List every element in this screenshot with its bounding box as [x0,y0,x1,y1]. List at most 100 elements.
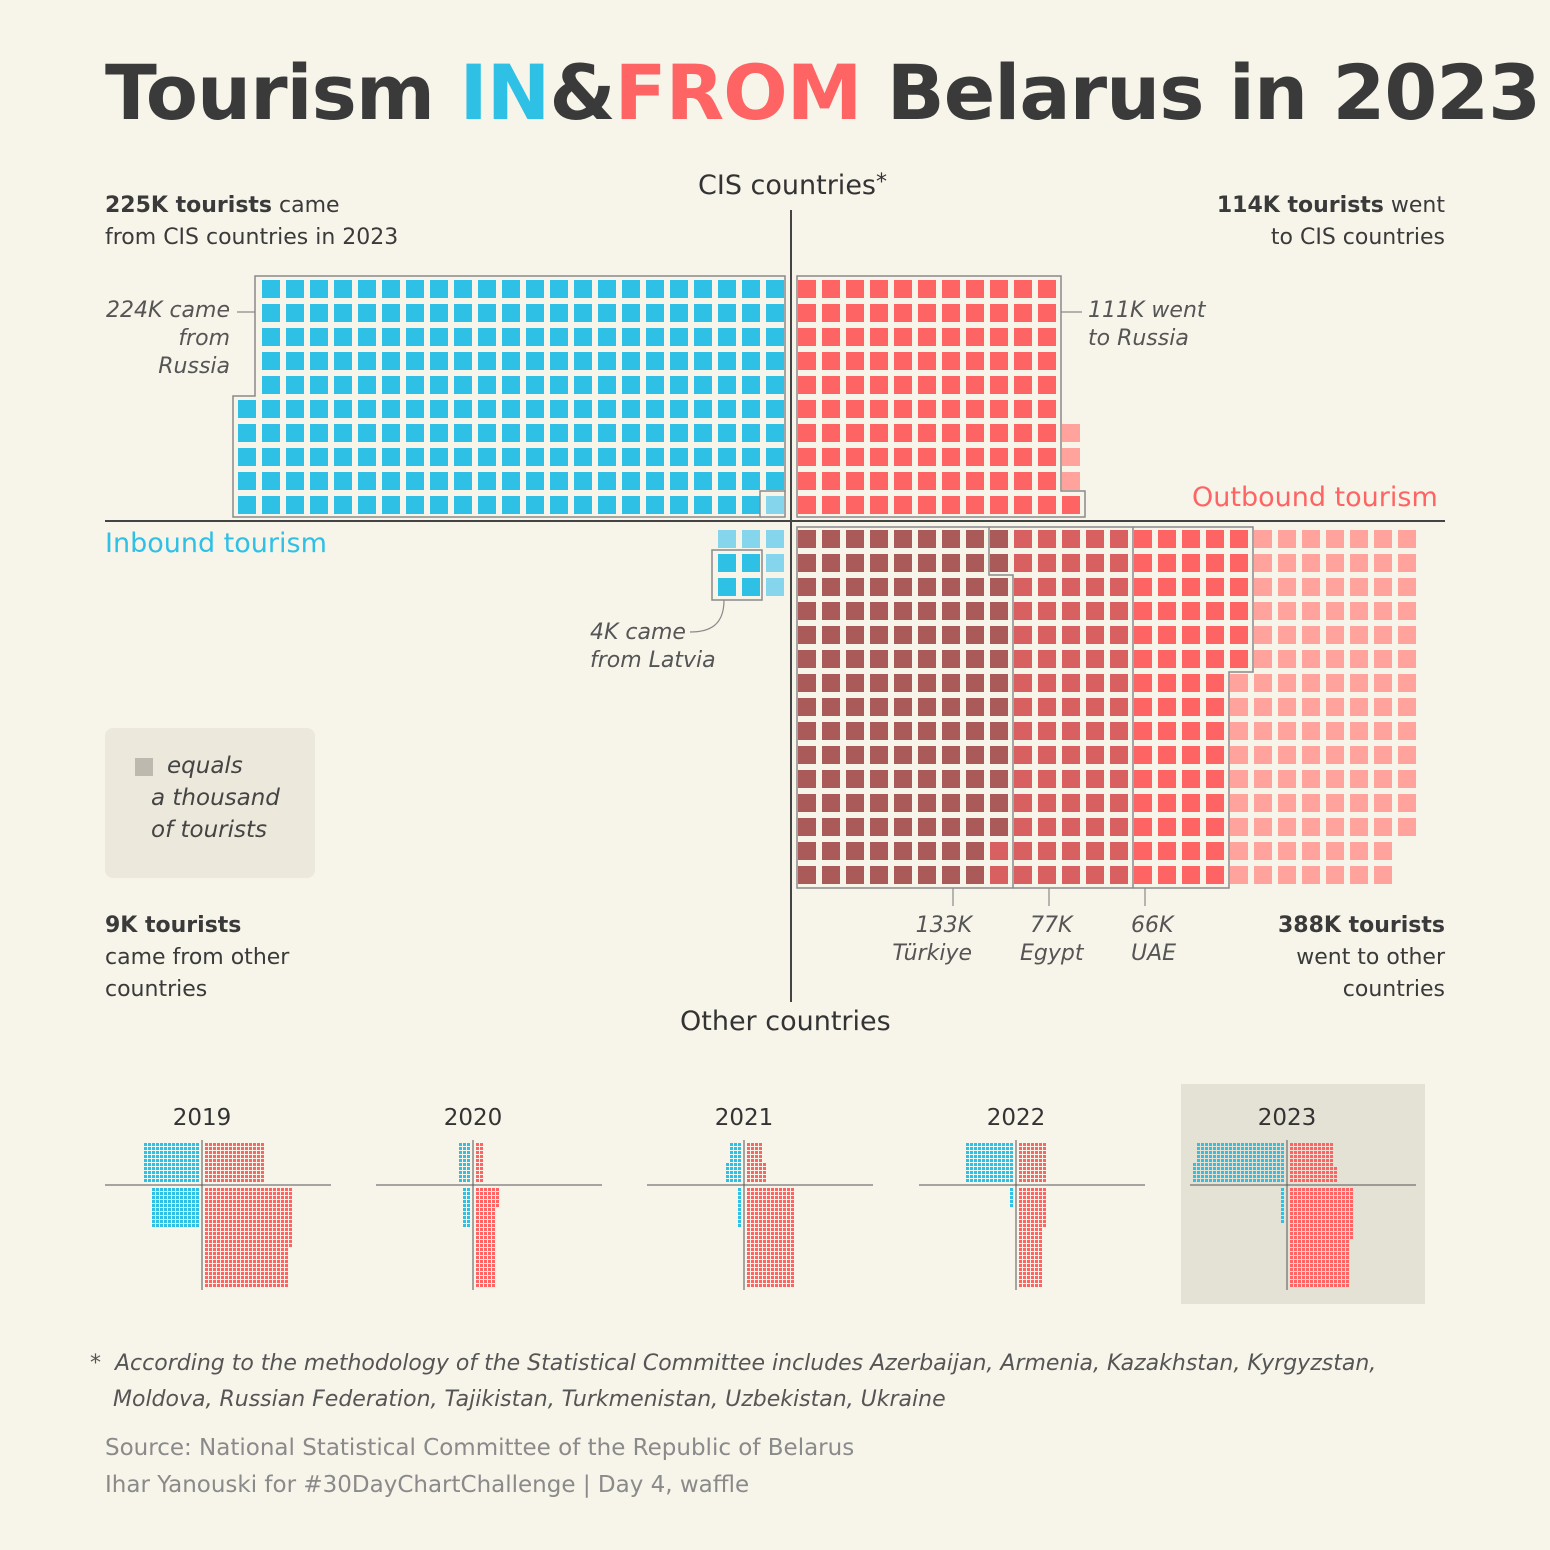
sm-outbound-other-square [1290,1232,1293,1235]
sm-outbound-other-square [245,1204,248,1207]
sm-outbound-other-square [229,1264,232,1267]
sm-outbound-cis-square [261,1163,264,1166]
inbound-cis-square [742,448,760,466]
sm-outbound-other-square [779,1192,782,1195]
inbound-cis-square [670,424,688,442]
sm-outbound-other-square [759,1260,762,1263]
outbound-other-square [1350,602,1368,620]
sm-outbound-other-square [257,1276,260,1279]
sm-outbound-cis-square [1298,1143,1301,1146]
sm-outbound-other-square [492,1248,495,1251]
sm-outbound-other-square [213,1212,216,1215]
sm-outbound-other-square [763,1248,766,1251]
sm-outbound-other-square [767,1228,770,1231]
sm-outbound-other-square [484,1268,487,1271]
sm-inbound-cis-square [734,1167,737,1170]
sm-outbound-other-square [1318,1248,1321,1251]
sm-outbound-other-square [1023,1272,1026,1275]
sm-inbound-cis-square [994,1179,997,1182]
sm-inbound-cis-square [1241,1147,1244,1150]
sm-inbound-cis-square [978,1151,981,1154]
sm-outbound-other-square [783,1212,786,1215]
sm-outbound-cis-square [249,1171,252,1174]
outbound-other-square [1158,554,1176,572]
sm-outbound-other-square [1019,1284,1022,1287]
inbound-cis-square [382,280,400,298]
sm-outbound-other-square [1023,1192,1026,1195]
sm-outbound-other-square [747,1264,750,1267]
sm-outbound-other-square [253,1272,256,1275]
sm-outbound-other-square [1350,1228,1353,1231]
outbound-other-square [894,674,912,692]
sm-outbound-other-square [771,1204,774,1207]
outbound-cis-square [1038,304,1056,322]
sm-inbound-cis-square [1277,1155,1280,1158]
sm-inbound-other-square [196,1200,199,1203]
sm-outbound-other-square [787,1216,790,1219]
sm-outbound-other-square [265,1196,268,1199]
sm-outbound-other-square [1035,1192,1038,1195]
sm-outbound-other-square [281,1212,284,1215]
outbound-cis-square [918,376,936,394]
inbound-cis-square [382,352,400,370]
sm-outbound-other-square [747,1276,750,1279]
sm-outbound-cis-square [1294,1147,1297,1150]
sm-outbound-cis-square [1039,1175,1042,1178]
outbound-other-square [918,866,936,884]
sm-inbound-cis-square [1245,1151,1248,1154]
sm-outbound-other-square [285,1272,288,1275]
outbound-other-square [1230,866,1248,884]
sm-outbound-other-square [1330,1280,1333,1283]
outbound-other-square [822,554,840,572]
sm-outbound-other-square [277,1188,280,1191]
sm-outbound-other-square [1326,1260,1329,1263]
sm-inbound-cis-square [168,1179,171,1182]
sm-outbound-other-square [1350,1192,1353,1195]
sm-outbound-other-square [1334,1240,1337,1243]
sm-inbound-cis-square [978,1179,981,1182]
inbound-cis-square [286,400,304,418]
sm-outbound-other-square [237,1284,240,1287]
inbound-cis-square [766,472,784,490]
sm-outbound-other-square [1318,1244,1321,1247]
sm-inbound-cis-square [986,1155,989,1158]
sm-inbound-cis-square [1241,1151,1244,1154]
inbound-cis-square [454,448,472,466]
inbound-cis-square [574,328,592,346]
sm-outbound-other-square [1027,1208,1030,1211]
sm-outbound-other-square [476,1248,479,1251]
sm-outbound-cis-square [257,1151,260,1154]
sm-outbound-other-square [1306,1212,1309,1215]
inbound-cis-square [742,304,760,322]
inbound-cis-square [286,352,304,370]
sm-inbound-other-square [160,1212,163,1215]
sm-outbound-other-square [225,1212,228,1215]
sm-outbound-other-square [1035,1232,1038,1235]
sm-inbound-cis-square [1010,1155,1013,1158]
sm-outbound-cis-square [1310,1151,1313,1154]
sm-inbound-cis-square [459,1155,462,1158]
sm-inbound-cis-square [1217,1179,1220,1182]
sm-outbound-other-square [205,1224,208,1227]
outbound-other-square [1062,722,1080,740]
sm-outbound-other-square [217,1236,220,1239]
sm-outbound-other-square [775,1200,778,1203]
sm-outbound-other-square [233,1260,236,1263]
sm-inbound-cis-square [982,1147,985,1150]
sm-outbound-other-square [1019,1264,1022,1267]
sm-outbound-other-square [205,1284,208,1287]
sm-outbound-other-square [1039,1244,1042,1247]
sm-outbound-cis-square [233,1147,236,1150]
outbound-other-square [894,770,912,788]
sm-outbound-other-square [791,1248,794,1251]
inbound-other-square [742,578,760,596]
sm-outbound-cis-square [1314,1163,1317,1166]
outbound-cis-square [942,496,960,514]
sm-outbound-other-square [779,1196,782,1199]
outbound-cis-square [846,352,864,370]
sm-outbound-cis-square [1298,1151,1301,1154]
sm-outbound-other-square [285,1260,288,1263]
sm-outbound-other-square [217,1268,220,1271]
sm-inbound-other-square [192,1204,195,1207]
outbound-cis-square [1038,328,1056,346]
